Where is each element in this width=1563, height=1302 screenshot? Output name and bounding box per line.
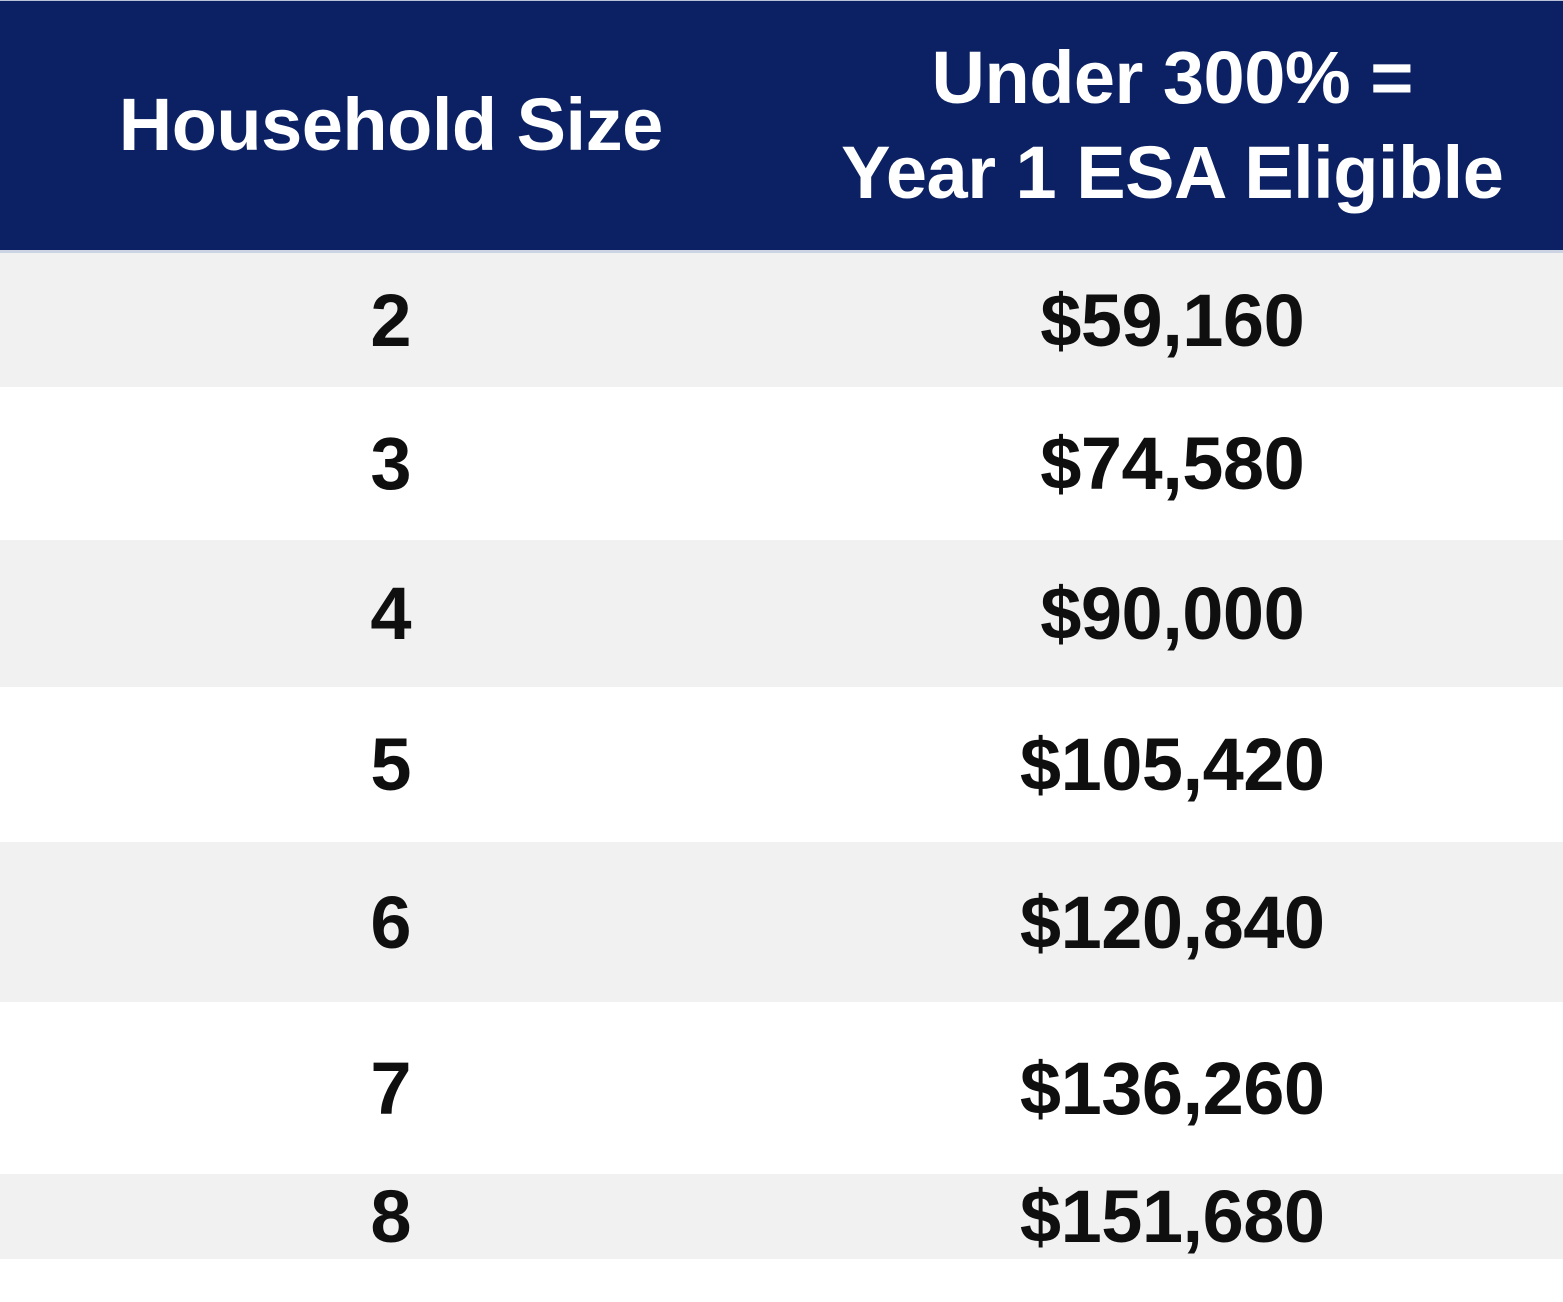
table-row: 2 $59,160 bbox=[0, 253, 1563, 387]
household-size-value: 8 bbox=[370, 1175, 412, 1258]
table-header-row: Household Size Under 300% = Year 1 ESA E… bbox=[0, 0, 1563, 253]
eligible-amount-value: $105,420 bbox=[1019, 723, 1325, 806]
eligible-amount-value: $74,580 bbox=[1040, 422, 1305, 505]
table-row: 4 $90,000 bbox=[0, 540, 1563, 687]
table-row: 3 $74,580 bbox=[0, 387, 1563, 540]
household-size-value: 7 bbox=[370, 1046, 412, 1130]
household-size-value: 6 bbox=[370, 880, 412, 964]
table-row: 5 $105,420 bbox=[0, 687, 1563, 842]
table-row: 7 $136,260 bbox=[0, 1002, 1563, 1174]
header-esa-eligible-line2: Year 1 ESA Eligible bbox=[841, 130, 1504, 214]
header-household-size-label: Household Size bbox=[118, 83, 663, 167]
eligible-amount-value: $136,260 bbox=[1019, 1046, 1325, 1130]
household-size-value: 2 bbox=[370, 278, 412, 362]
table-row: 6 $120,840 bbox=[0, 842, 1563, 1002]
household-size-value: 5 bbox=[370, 723, 412, 806]
header-esa-eligible-line1: Under 300% = bbox=[931, 35, 1414, 119]
eligible-amount-value: $59,160 bbox=[1040, 278, 1305, 362]
household-size-value: 4 bbox=[370, 572, 412, 655]
header-household-size: Household Size bbox=[0, 1, 782, 250]
eligible-amount-value: $120,840 bbox=[1019, 880, 1325, 964]
eligible-amount-value: $90,000 bbox=[1040, 572, 1305, 655]
header-esa-eligible: Under 300% = Year 1 ESA Eligible bbox=[782, 1, 1563, 250]
table-row: 8 $151,680 bbox=[0, 1174, 1563, 1259]
household-size-value: 3 bbox=[370, 422, 412, 505]
eligible-amount-value: $151,680 bbox=[1019, 1175, 1325, 1258]
